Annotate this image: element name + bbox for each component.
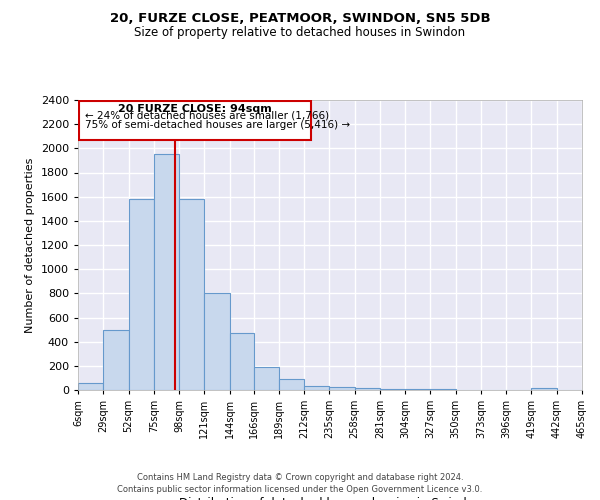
Bar: [103, 330, 128, 390]
Bar: [254, 367, 279, 390]
Bar: [154, 154, 179, 390]
Bar: [532, 388, 557, 390]
Bar: [128, 199, 154, 390]
Bar: [204, 294, 230, 390]
FancyBboxPatch shape: [79, 101, 311, 140]
Bar: [279, 379, 304, 390]
Bar: [329, 387, 355, 390]
Bar: [355, 388, 380, 390]
Bar: [230, 333, 254, 390]
Text: ← 24% of detached houses are smaller (1,766): ← 24% of detached houses are smaller (1,…: [85, 111, 329, 121]
Text: 20, FURZE CLOSE, PEATMOOR, SWINDON, SN5 5DB: 20, FURZE CLOSE, PEATMOOR, SWINDON, SN5 …: [110, 12, 490, 26]
Text: Contains HM Land Registry data © Crown copyright and database right 2024.: Contains HM Land Registry data © Crown c…: [137, 472, 463, 482]
Y-axis label: Number of detached properties: Number of detached properties: [25, 158, 35, 332]
Text: 75% of semi-detached houses are larger (5,416) →: 75% of semi-detached houses are larger (…: [85, 120, 350, 130]
Bar: [179, 199, 204, 390]
Text: Size of property relative to detached houses in Swindon: Size of property relative to detached ho…: [134, 26, 466, 39]
X-axis label: Distribution of detached houses by size in Swindon: Distribution of detached houses by size …: [179, 496, 481, 500]
Bar: [304, 386, 329, 390]
Bar: [78, 384, 103, 390]
Text: 20 FURZE CLOSE: 94sqm: 20 FURZE CLOSE: 94sqm: [118, 104, 272, 114]
Text: Contains public sector information licensed under the Open Government Licence v3: Contains public sector information licen…: [118, 485, 482, 494]
